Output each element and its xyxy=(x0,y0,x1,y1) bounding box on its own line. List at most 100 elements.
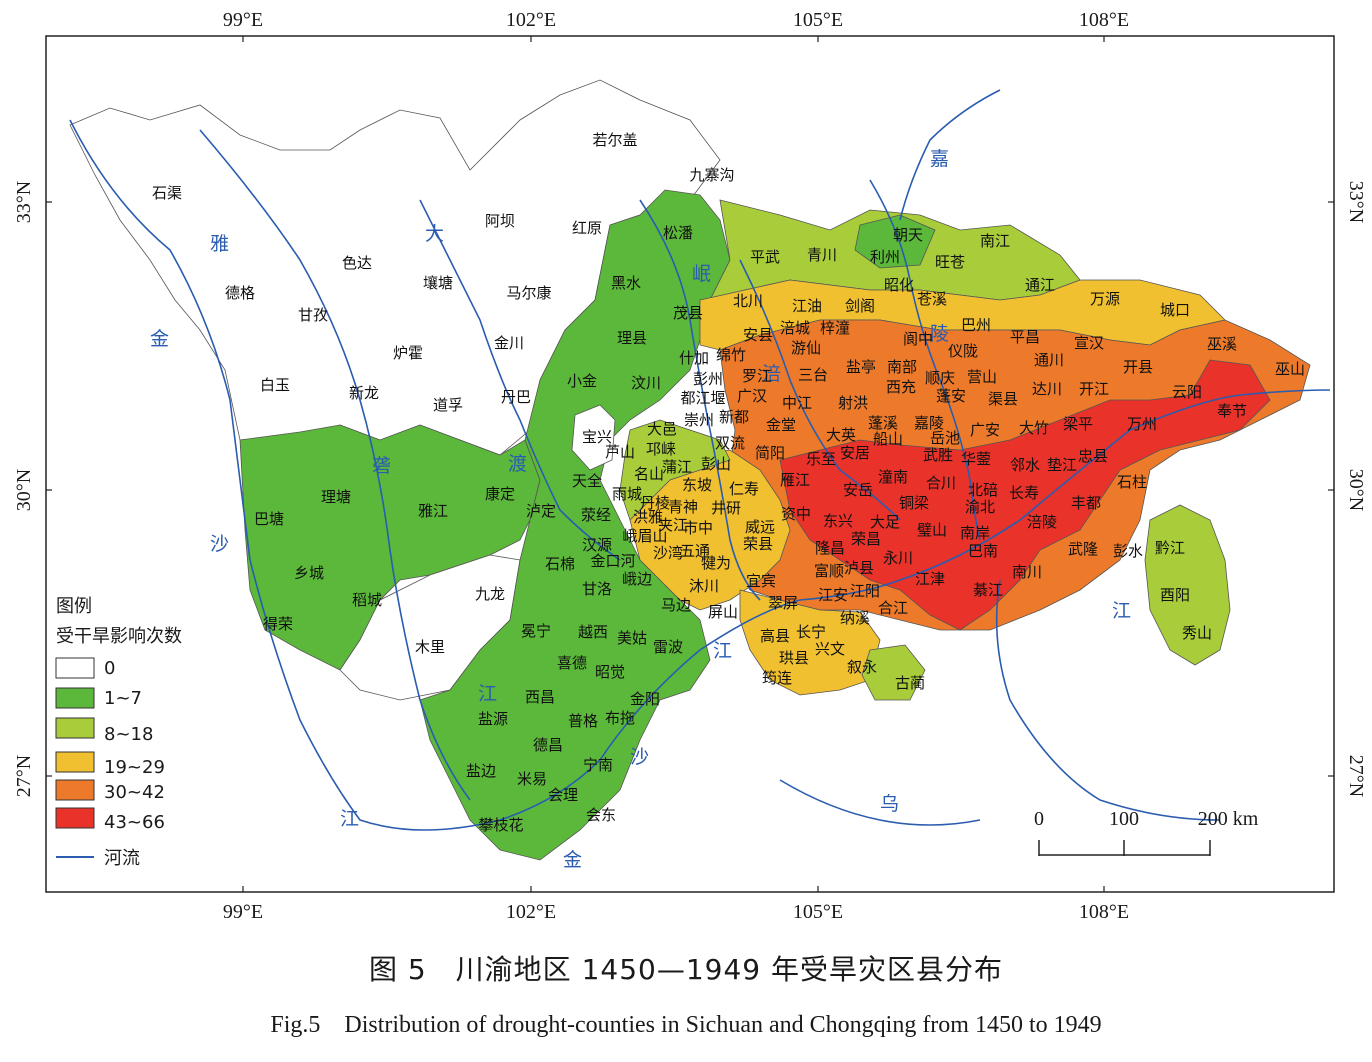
county-label: 泸定 xyxy=(526,502,556,520)
legend-swatch-class-1 xyxy=(55,687,95,709)
county-label: 合川 xyxy=(926,474,956,492)
legend-subtitle: 受干旱影响次数 xyxy=(56,626,182,647)
county-label: 船山 xyxy=(873,430,903,448)
county-label: 宁南 xyxy=(583,756,613,774)
county-label: 沙湾 xyxy=(653,544,683,562)
lon-label-top-2: 102°E xyxy=(506,9,556,31)
county-label: 乡城 xyxy=(294,564,324,582)
county-label: 双流 xyxy=(715,434,745,452)
county-label: 彭水 xyxy=(1113,542,1143,560)
county-label: 铜梁 xyxy=(899,494,929,512)
lat-label-left-1: 33°N xyxy=(13,181,35,223)
county-label: 叙永 xyxy=(847,658,877,676)
river-path-dadu xyxy=(419,199,621,561)
county-label: 射洪 xyxy=(838,394,868,412)
river-path-jinsha xyxy=(69,119,1331,831)
county-label: 南部 xyxy=(887,358,917,376)
county-label: 松潘 xyxy=(663,224,693,242)
county-label: 威远 xyxy=(745,518,775,536)
county-label: 利州 xyxy=(870,248,900,266)
river-path-jialing xyxy=(869,179,981,541)
county-label: 巴州 xyxy=(961,316,991,334)
lat-label-right-2: 30°N xyxy=(1345,469,1367,511)
county-label: 沐川 xyxy=(689,577,719,595)
county-label: 苍溪 xyxy=(917,290,947,308)
county-label: 翠屏 xyxy=(768,594,798,612)
county-label: 安居 xyxy=(840,444,870,462)
river-label-du: 渡 xyxy=(508,453,527,475)
legend-swatch-class-0 xyxy=(55,657,95,679)
county-label: 汉源 xyxy=(582,536,612,554)
county-label: 会理 xyxy=(548,786,578,804)
river-path-jialing-upper xyxy=(899,89,1001,221)
river-label-jiang-south: 江 xyxy=(713,640,732,662)
river-label-sha-2: 沙 xyxy=(630,746,649,768)
county-label: 仁寿 xyxy=(729,480,759,498)
river-label-min: 岷 xyxy=(692,263,711,285)
legend-title: 图例 xyxy=(56,596,92,617)
county-label: 甘孜 xyxy=(298,306,328,324)
county-label: 荥经 xyxy=(581,506,611,524)
zone-class-2-leshan xyxy=(619,419,731,521)
legend-swatch-class-4 xyxy=(55,779,95,801)
county-label: 三台 xyxy=(798,366,828,384)
county-label: 巴南 xyxy=(968,542,998,560)
county-label: 丹巴 xyxy=(501,388,531,406)
county-label: 广安 xyxy=(970,421,1000,439)
river-label-jiang-west: 江 xyxy=(340,808,359,830)
river-label-ling: 陵 xyxy=(930,323,949,345)
county-label: 安岳 xyxy=(843,481,873,499)
county-label: 洪雅 xyxy=(633,508,663,526)
county-label: 峨边 xyxy=(622,570,652,588)
county-label: 仪陇 xyxy=(948,342,978,360)
county-label: 旺苍 xyxy=(935,253,965,271)
county-label: 大竹 xyxy=(1019,419,1049,437)
figure-caption-chinese: 图 5 川渝地区 1450—1949 年受旱灾区县分布 xyxy=(368,953,1004,986)
river-path-wu xyxy=(995,579,1221,821)
zone-class-1-chaotian xyxy=(854,214,936,269)
county-label: 北碚 xyxy=(968,481,998,499)
county-label: 昭觉 xyxy=(595,663,625,681)
county-label: 开江 xyxy=(1079,380,1109,398)
scale-label-200: 200 km xyxy=(1198,808,1259,830)
county-label: 宝兴 xyxy=(582,428,612,446)
county-label: 得荣 xyxy=(263,615,293,633)
county-label: 阆中 xyxy=(903,330,933,348)
county-label: 顺庆 xyxy=(925,369,955,387)
county-label: 武胜 xyxy=(923,446,953,464)
river-label-jiang-mid: 江 xyxy=(478,683,497,705)
county-label: 道孚 xyxy=(433,396,463,414)
county-label: 黔江 xyxy=(1155,539,1185,557)
county-label: 江津 xyxy=(915,570,945,588)
county-label: 越西 xyxy=(578,623,608,641)
county-label: 壤塘 xyxy=(423,274,453,292)
legend-label-class-5: 43~66 xyxy=(104,812,165,833)
county-label: 营山 xyxy=(967,368,997,386)
county-label: 荣昌 xyxy=(851,530,881,548)
county-label: 黑水 xyxy=(611,274,641,292)
county-label: 云阳 xyxy=(1172,383,1202,401)
county-label: 丰都 xyxy=(1071,494,1101,512)
county-label: 彭山 xyxy=(701,455,731,473)
county-label: 梓潼 xyxy=(820,319,850,337)
county-label: 长寿 xyxy=(1009,484,1039,502)
lat-label-left-2: 30°N xyxy=(13,469,35,511)
county-label: 通川 xyxy=(1034,351,1064,369)
county-label: 冕宁 xyxy=(521,622,551,640)
county-label: 市中 xyxy=(683,519,713,537)
county-label: 青川 xyxy=(807,246,837,264)
county-label: 梁平 xyxy=(1063,415,1093,433)
lon-label-top-4: 108°E xyxy=(1079,9,1129,31)
county-label: 江阳 xyxy=(850,582,880,600)
county-label: 永川 xyxy=(883,549,913,567)
county-label: 攀枝花 xyxy=(478,816,523,834)
river-label-jin-1: 金 xyxy=(150,328,169,350)
county-label: 金堂 xyxy=(766,416,796,434)
county-label: 大足 xyxy=(870,513,900,531)
county-label: 米易 xyxy=(517,770,547,788)
county-label: 酉阳 xyxy=(1160,586,1190,604)
zone-class-0-baoxing xyxy=(571,404,616,471)
river-path-fu xyxy=(739,259,901,521)
county-label: 纳溪 xyxy=(840,609,870,627)
county-label: 南岸 xyxy=(960,524,990,542)
